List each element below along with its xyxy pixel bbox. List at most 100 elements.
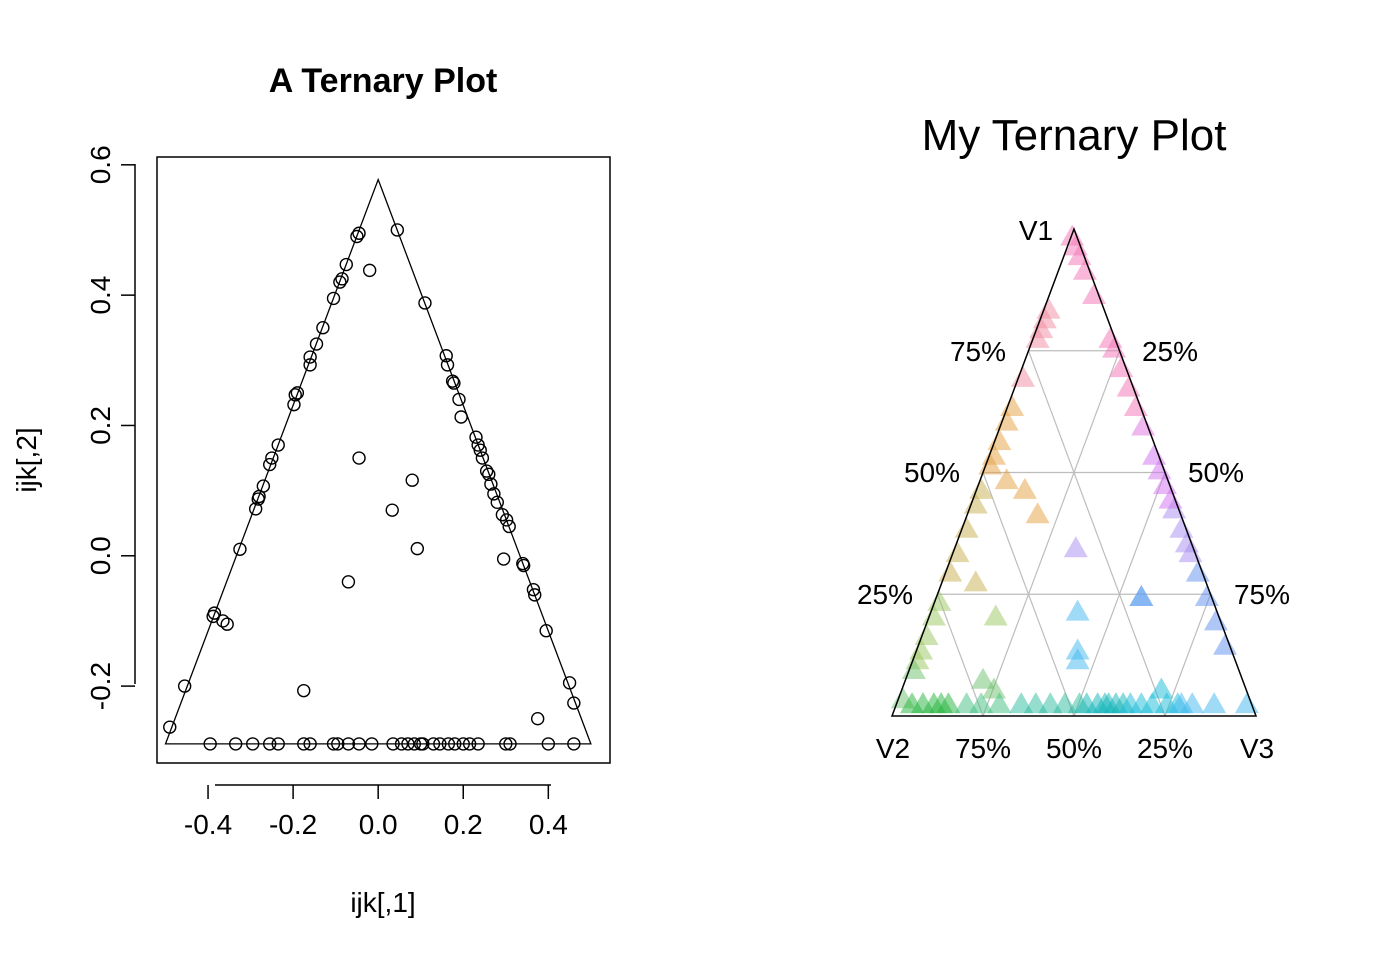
data-point — [271, 737, 285, 751]
ternary-triangle-outline — [164, 177, 592, 745]
data-point — [1203, 609, 1228, 631]
data-point — [326, 291, 341, 306]
data-point — [445, 374, 460, 388]
data-point — [539, 624, 553, 638]
right-tick-label: 50% — [1188, 457, 1244, 488]
y-axis-ticks: -0.2 0.0 0.2 0.4 0.6 — [85, 145, 135, 710]
data-point — [448, 737, 462, 751]
data-point — [503, 737, 517, 751]
right-chart: My Ternary Plot V1 V2 V3 25% 50% 75% 25% 50%… — [857, 111, 1290, 764]
data-point — [352, 451, 366, 465]
vertex-label-v1: V1 — [1019, 215, 1053, 246]
data-point — [994, 468, 1019, 490]
x-axis-ticks: -0.4 -0.2 0.0 0.2 0.4 — [184, 785, 568, 840]
data-point — [297, 683, 311, 698]
data-point — [971, 667, 995, 689]
data-point — [983, 604, 1008, 626]
data-point — [969, 477, 994, 499]
data-point — [418, 296, 432, 310]
y-tick-label: 0.6 — [85, 145, 116, 184]
left-chart-title: A Ternary Plot — [269, 62, 498, 100]
data-point — [969, 692, 994, 714]
data-point — [362, 263, 377, 278]
data-point — [490, 495, 504, 510]
data-point — [426, 737, 441, 751]
data-point — [309, 337, 324, 351]
data-point — [1234, 692, 1259, 714]
left-plot-frame — [156, 156, 611, 764]
x-tick-label: 0.0 — [359, 809, 398, 840]
grid-line — [936, 594, 984, 717]
y-axis-label: ijk[,2] — [11, 427, 42, 492]
data-point — [220, 617, 234, 631]
data-point — [567, 737, 581, 751]
data-point — [385, 503, 399, 517]
vertex-label-v3: V3 — [1240, 733, 1274, 764]
y-tick-label: 0.2 — [85, 406, 116, 445]
data-point — [502, 519, 516, 534]
data-point — [471, 737, 485, 751]
data-point — [228, 737, 243, 751]
x-tick-label: -0.4 — [184, 809, 232, 840]
data-point — [1131, 414, 1156, 436]
grid-line — [982, 472, 1075, 717]
ternary-outline — [890, 226, 1258, 717]
data-point — [177, 679, 192, 693]
grid-line — [1164, 594, 1212, 717]
data-point — [541, 737, 556, 751]
data-point — [407, 737, 422, 751]
data-point — [405, 473, 419, 487]
right-tick-label: 25% — [1142, 336, 1198, 367]
data-point — [945, 541, 970, 563]
data-point — [316, 321, 330, 335]
data-point — [326, 737, 341, 751]
data-point — [499, 513, 514, 527]
data-point — [297, 737, 311, 751]
ternary-grid — [936, 350, 1212, 717]
data-point — [263, 737, 277, 751]
data-point — [927, 589, 952, 611]
data-point — [341, 737, 356, 751]
y-tick-label: 0.4 — [85, 276, 116, 315]
data-point — [528, 588, 542, 602]
data-point — [248, 502, 263, 516]
data-point — [288, 388, 302, 402]
left-tick-label: 75% — [950, 336, 1006, 367]
x-tick-label: 0.2 — [444, 809, 483, 840]
data-point — [233, 542, 247, 556]
data-point — [333, 275, 347, 289]
data-point — [1185, 560, 1210, 582]
data-point — [335, 272, 349, 286]
right-chart-title: My Ternary Plot — [922, 111, 1227, 160]
data-point — [1180, 692, 1205, 714]
x-tick-label: -0.2 — [269, 809, 317, 840]
data-point — [1169, 516, 1194, 538]
data-point — [469, 430, 483, 444]
data-point — [246, 737, 260, 751]
data-point — [456, 737, 470, 751]
data-point — [1129, 584, 1154, 606]
data-point — [1194, 584, 1219, 606]
data-point — [914, 623, 939, 645]
data-point — [352, 737, 366, 751]
data-point — [987, 692, 1012, 714]
data-point — [394, 737, 409, 751]
data-point — [1213, 633, 1238, 655]
y-tick-label: 0.0 — [85, 536, 116, 575]
data-point — [452, 392, 466, 407]
data-point — [331, 737, 345, 751]
data-point — [496, 552, 511, 566]
data-point — [341, 575, 356, 589]
bottom-tick-label: 75% — [955, 733, 1011, 764]
data-point — [1109, 356, 1134, 378]
data-point — [1142, 443, 1167, 465]
data-point — [263, 457, 277, 472]
data-point — [1149, 677, 1174, 699]
data-point — [271, 438, 285, 452]
bottom-tick-label: 50% — [1046, 733, 1102, 764]
right-tick-label: 75% — [1234, 579, 1290, 610]
data-point — [390, 223, 405, 237]
data-point — [410, 541, 425, 556]
data-point — [936, 692, 961, 714]
grid-line — [1073, 472, 1166, 717]
